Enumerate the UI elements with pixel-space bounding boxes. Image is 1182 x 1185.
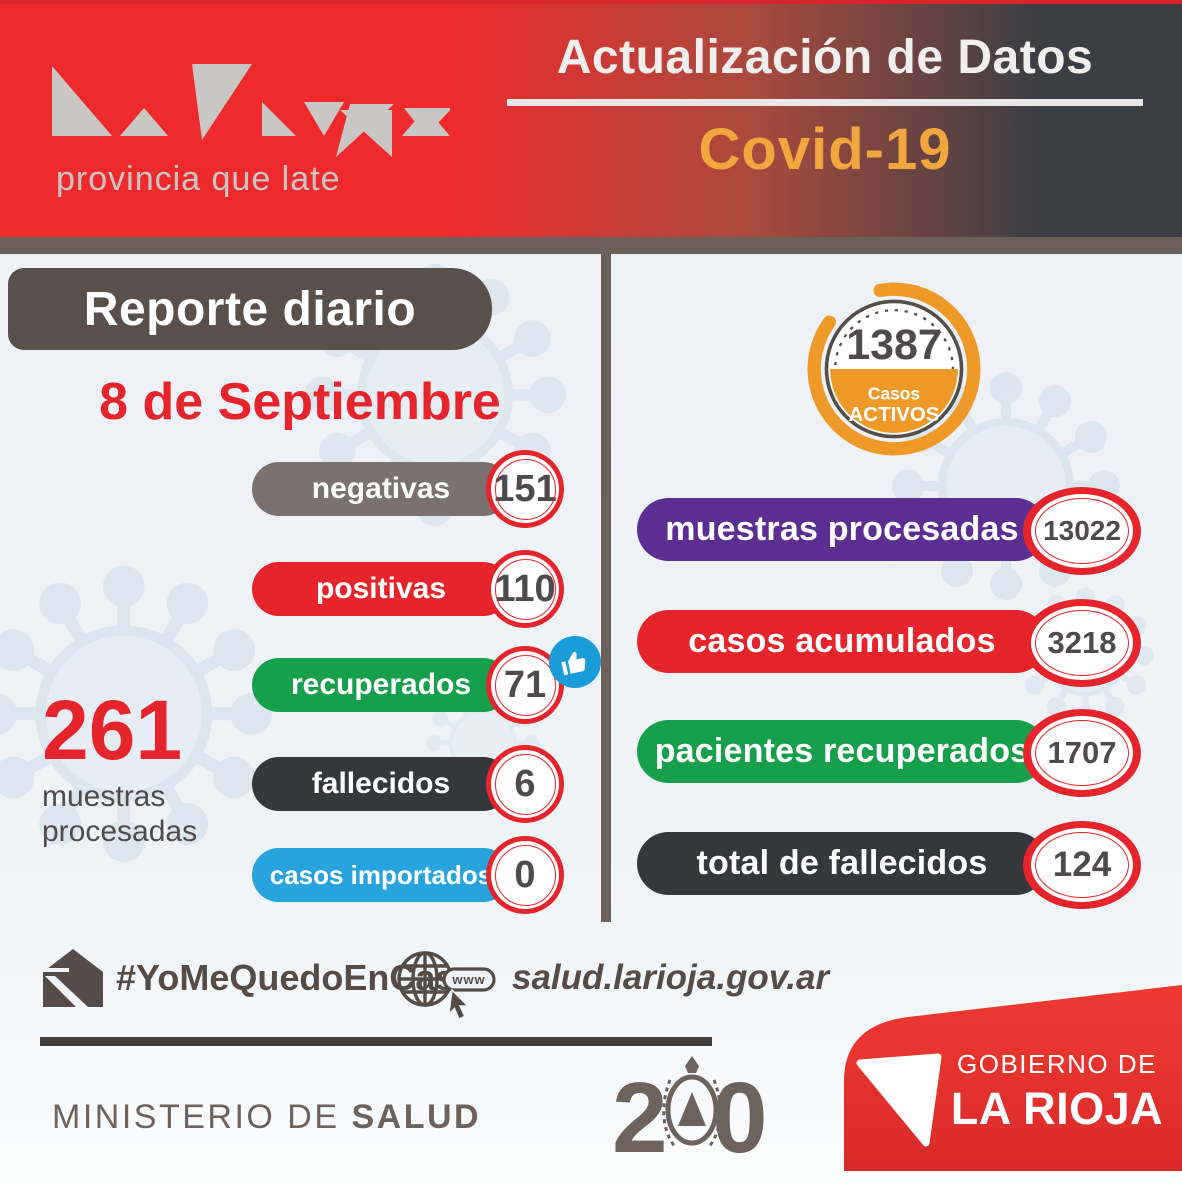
svg-text:0: 0 (712, 1062, 768, 1164)
report-title: Reporte diario (83, 282, 417, 336)
header-divider-strip (0, 237, 1182, 254)
total-badge: 124 (1023, 821, 1141, 909)
total-pill: casos acumulados (637, 610, 1047, 673)
government-ribbon: GOBIERNO DE LA RIOJA (818, 983, 1182, 1179)
total-label: muestras procesadas (665, 510, 1019, 548)
report-date: 8 de Septiembre (99, 373, 501, 431)
stat-badge: 110 (486, 550, 564, 628)
la-rioja-logo: provincia que late (50, 52, 450, 198)
total-row-fallecidos: total de fallecidos 124 (0, 821, 1182, 913)
footer-divider-line (40, 1037, 712, 1046)
total-value: 1707 (1047, 735, 1117, 770)
stat-badge: 0 (486, 836, 564, 914)
stat-pill: casos importados (252, 848, 510, 902)
active-cases-value: 1387 (846, 321, 942, 369)
total-value: 13022 (1043, 515, 1121, 546)
total-badge: 3218 (1023, 599, 1141, 687)
report-title-pill: Reporte diario (8, 268, 492, 350)
header-banner: provincia que late Actualización de Dato… (0, 0, 1182, 237)
active-cases-badge: 1387 Casos ACTIVOS (806, 281, 982, 457)
total-badge: 13022 (1023, 487, 1141, 575)
la-rioja-triangles-icon (52, 64, 450, 157)
total-value: 124 (1052, 845, 1112, 884)
stat-pill: positivas (252, 562, 510, 616)
page-title: Actualización de Datos (556, 31, 1094, 84)
total-pill: total de fallecidos (637, 832, 1047, 895)
bicentenario-200-logo: 2 0 (612, 1056, 768, 1164)
total-label: casos acumulados (688, 622, 996, 660)
thumbs-up-icon (549, 636, 601, 688)
stat-pill: recuperados (252, 658, 510, 712)
total-row-muestras: muestras procesadas 13022 (0, 487, 1182, 579)
stat-label: casos importados (269, 859, 493, 890)
header-title-block: Actualización de Datos Covid-19 (505, 31, 1145, 183)
total-pill: pacientes recuperados (637, 720, 1047, 783)
total-label: pacientes recuperados (654, 732, 1030, 770)
total-pill: muestras procesadas (637, 498, 1047, 561)
svg-text:2: 2 (612, 1062, 668, 1164)
covid-subtitle: Covid-19 (698, 116, 952, 182)
active-cases-label2: ACTIVOS (849, 403, 940, 426)
ministry-label: MINISTERIO DE SALUD (52, 1098, 482, 1136)
active-cases-label1: Casos (868, 384, 920, 404)
government-label: GOBIERNO DE LA RIOJA (950, 1049, 1164, 1134)
total-badge: 1707 (1023, 709, 1141, 797)
logo-tagline: provincia que late (56, 160, 341, 198)
www-label: www (451, 972, 485, 987)
house-icon (43, 949, 103, 1007)
website-globe-icon: www (397, 951, 496, 1020)
total-label: total de fallecidos (696, 844, 988, 882)
title-underline (507, 98, 1143, 106)
stat-label: positivas (315, 572, 447, 605)
ribbon-triangle-icon (856, 1053, 942, 1147)
total-value: 3218 (1047, 625, 1117, 660)
panel-divider (601, 254, 611, 922)
website-link[interactable]: salud.larioja.gov.ar (512, 958, 830, 997)
stat-row-casos-importados: casos importados 0 (0, 836, 600, 916)
total-row-recuperados: pacientes recuperados 1707 (0, 709, 1182, 801)
stat-row-positivas: positivas 110 (0, 550, 600, 630)
